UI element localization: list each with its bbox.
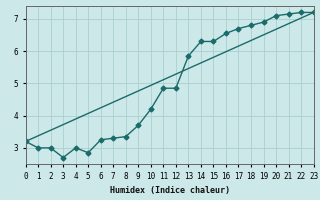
X-axis label: Humidex (Indice chaleur): Humidex (Indice chaleur) (109, 186, 230, 195)
